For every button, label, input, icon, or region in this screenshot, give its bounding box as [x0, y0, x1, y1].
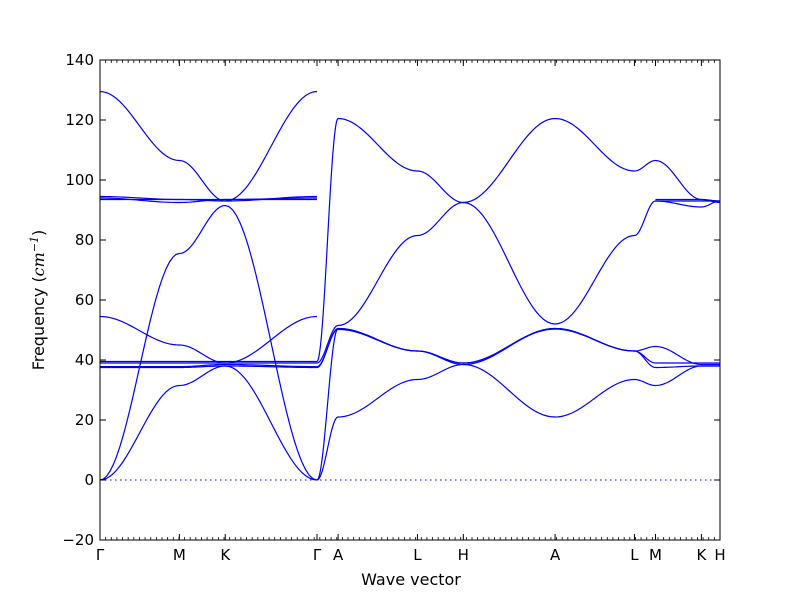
x-tick-label: H	[458, 546, 469, 564]
y-tick-label: 120	[65, 111, 94, 129]
x-tick-label: Γ	[96, 546, 105, 564]
band-line-5	[100, 200, 721, 364]
x-tick-label: K	[696, 546, 707, 564]
x-tick-label: A	[550, 546, 561, 564]
y-tick-label: 0	[84, 471, 94, 489]
y-axis-label-prefix: Frequency (	[29, 276, 48, 370]
x-tick-label: A	[333, 546, 344, 564]
band-line-2	[99, 204, 720, 481]
y-tick-label: 20	[75, 411, 94, 429]
band-line-11	[99, 90, 318, 202]
y-axis-label-unit: cm	[29, 252, 48, 276]
x-axis-label: Wave vector	[361, 570, 461, 589]
y-axis-label-suffix: )	[29, 230, 48, 236]
y-tick-label: 80	[75, 231, 94, 249]
series-group	[99, 90, 721, 481]
x-tick-label: M	[173, 546, 186, 564]
band-line-3	[100, 327, 720, 369]
x-tick-label: H	[714, 546, 725, 564]
band-line-10	[99, 195, 318, 202]
y-tick-label: −20	[62, 531, 94, 549]
band-line-4	[100, 328, 720, 368]
y-axis-ticks: −20 0 20 40 60 80 100 120 140	[62, 51, 720, 549]
band-line-1	[99, 363, 720, 481]
y-tick-label: 100	[65, 171, 94, 189]
y-axis-label-exponent: −1	[28, 236, 41, 252]
y-tick-label: 60	[75, 291, 94, 309]
x-tick-label: M	[649, 546, 662, 564]
band-line-7	[99, 315, 318, 364]
x-tick-label: L	[630, 546, 639, 564]
x-tick-label: K	[220, 546, 231, 564]
band-line-12	[655, 198, 721, 204]
x-tick-label: Γ	[313, 546, 322, 564]
y-axis-label: Frequency (cm−1)	[28, 230, 49, 371]
x-tick-label: L	[413, 546, 422, 564]
plot-frame	[99, 59, 721, 541]
y-tick-label: 40	[75, 351, 94, 369]
y-tick-label: 140	[65, 51, 94, 69]
band-line-6	[100, 117, 721, 363]
